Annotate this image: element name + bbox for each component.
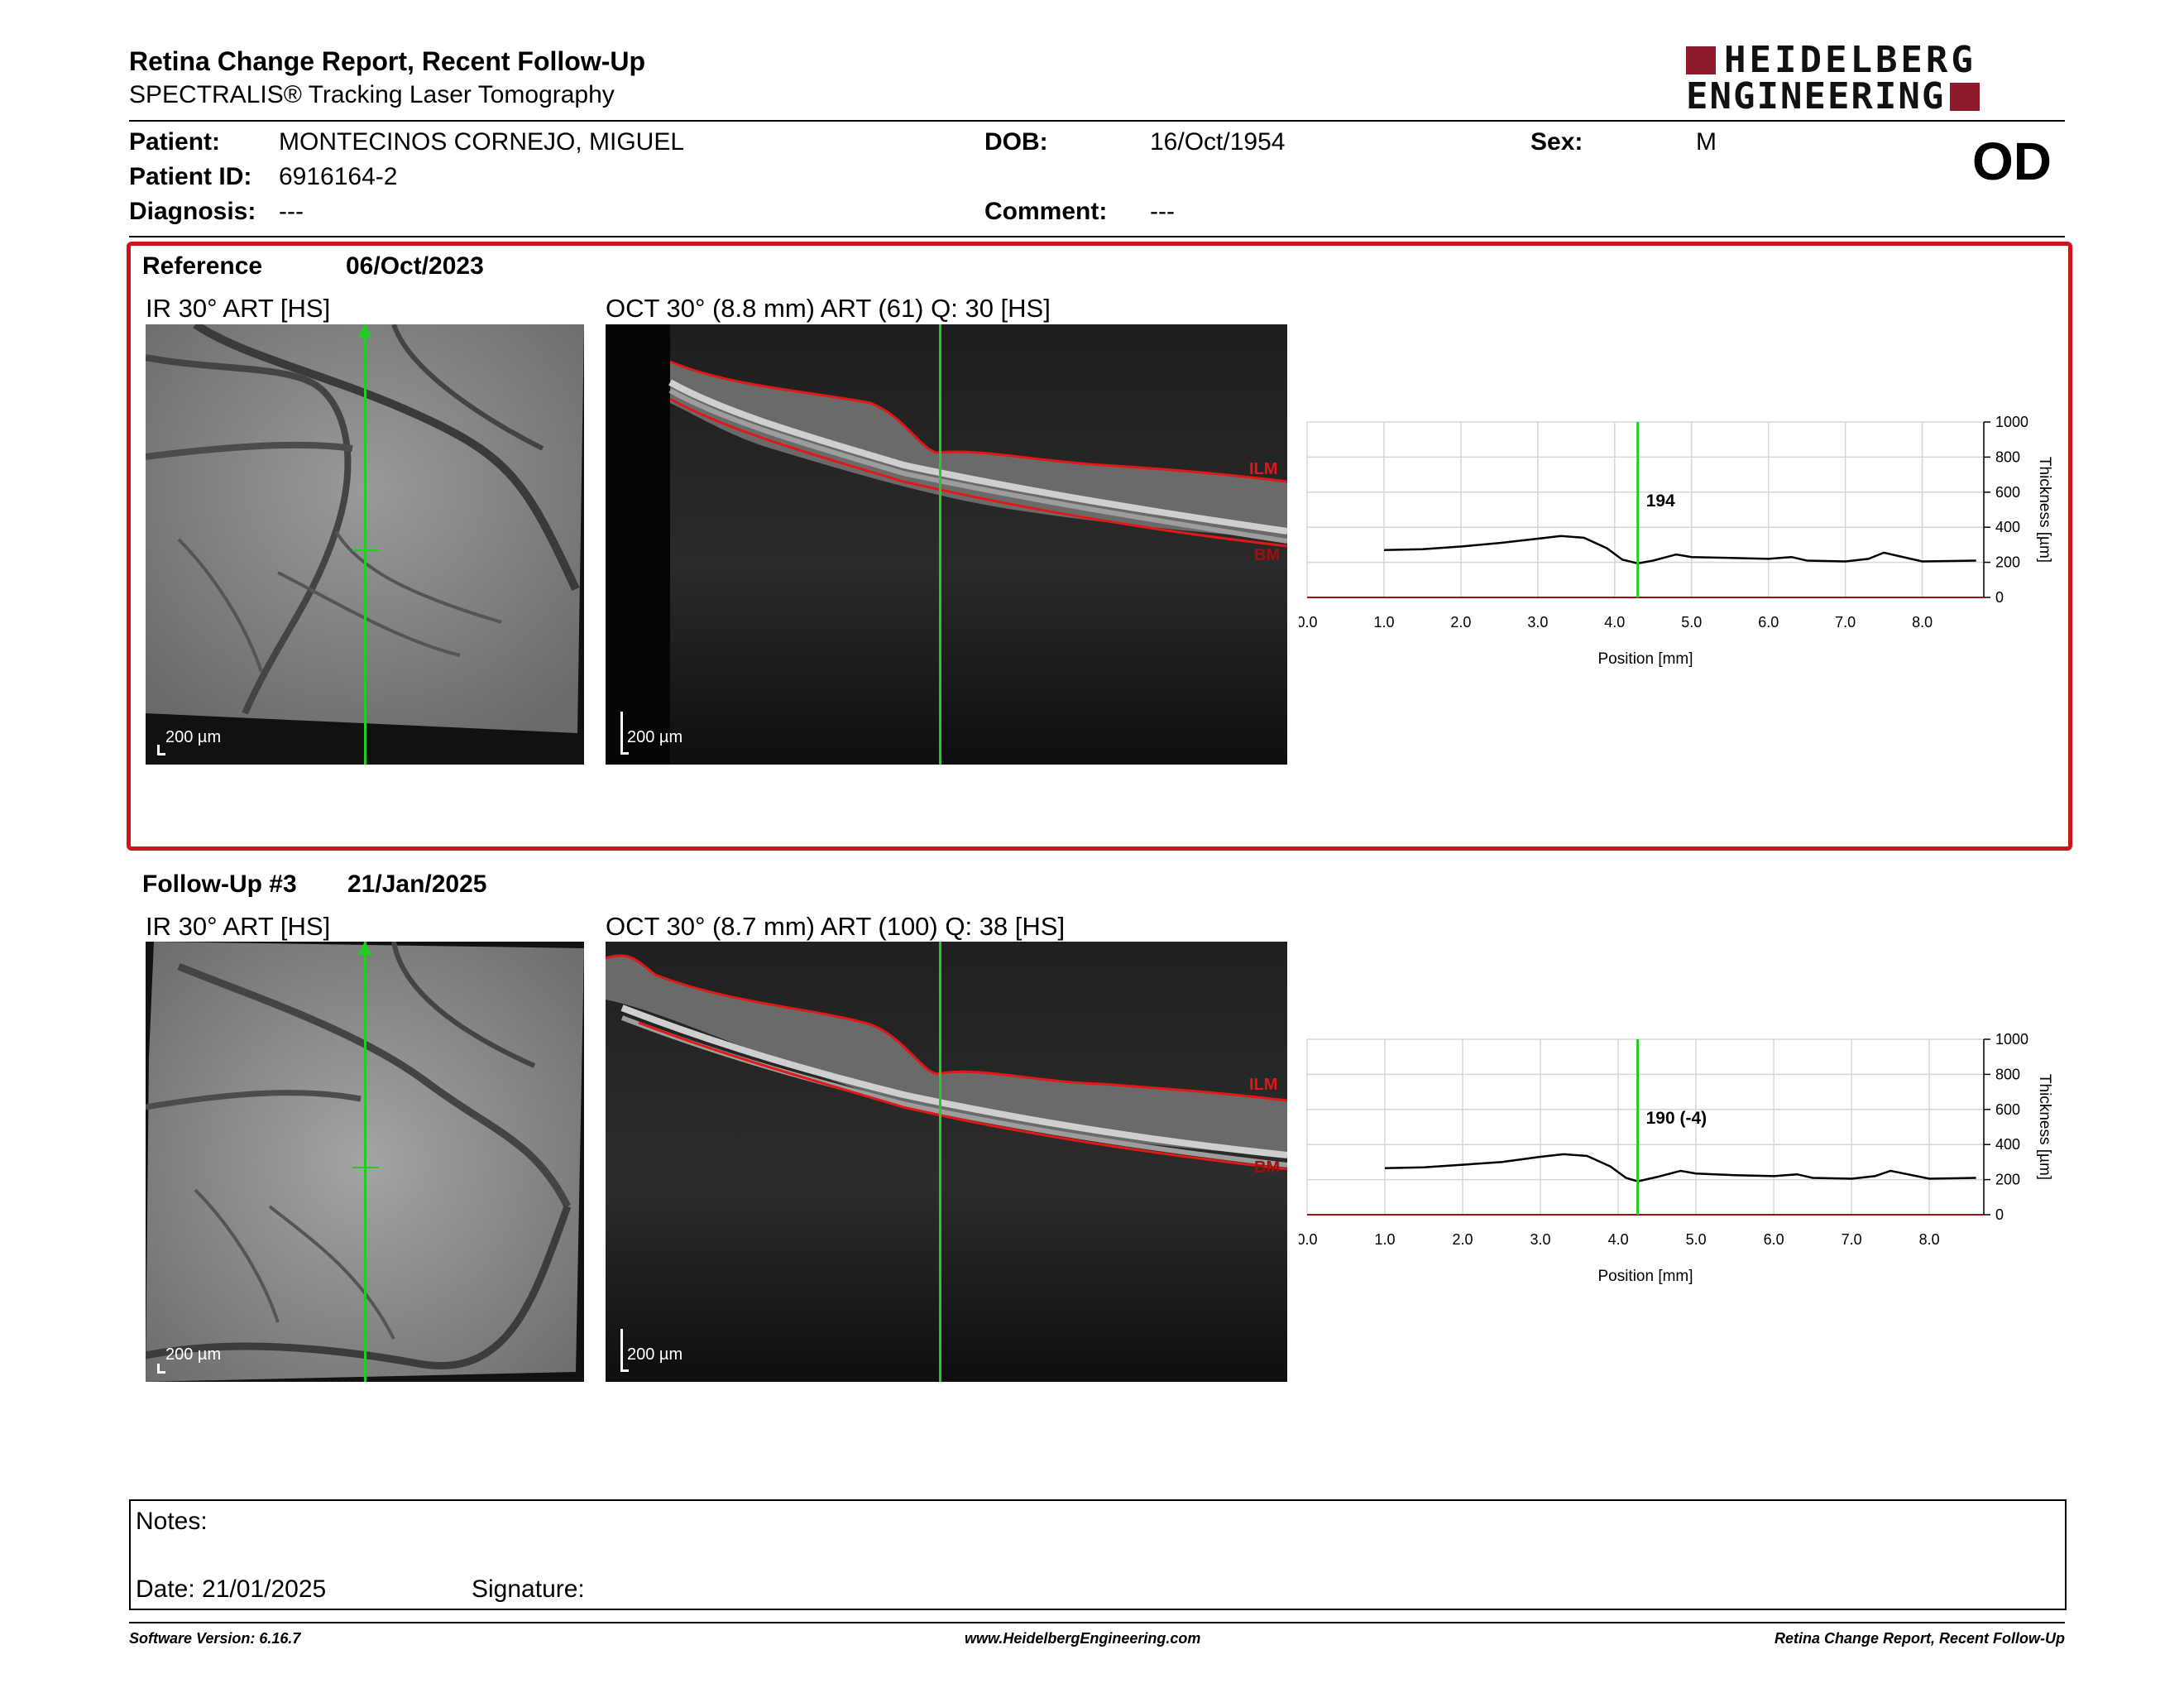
y-tick-label: 200 [1995, 554, 2020, 571]
x-axis-title: Position [mm] [1597, 1268, 1693, 1285]
reference-oct-image[interactable]: ILM BM 200 µm [606, 324, 1287, 765]
cursor-value-label: 194 [1646, 492, 1675, 511]
x-tick-label: 2.0 [1453, 1231, 1473, 1248]
patient-name: MONTECINOS CORNEJO, MIGUEL [279, 128, 685, 156]
y-tick-label: 600 [1995, 484, 2020, 501]
footer-version: Software Version: 6.16.7 [129, 1630, 301, 1647]
report-subtitle: SPECTRALIS® Tracking Laser Tomography [129, 81, 615, 108]
y-tick-label: 600 [1995, 1101, 2020, 1118]
x-tick-label: 4.0 [1604, 614, 1625, 631]
x-tick-label: 3.0 [1530, 1231, 1551, 1248]
x-tick-label: 1.0 [1375, 1231, 1396, 1248]
reference-oct-scan-line [939, 324, 941, 765]
comment-value: --- [1150, 198, 1175, 225]
x-tick-label: 0.0 [1299, 614, 1318, 631]
dob-label: DOB: [984, 128, 1048, 156]
notes-box[interactable] [129, 1499, 2067, 1610]
y-tick-label: 0 [1995, 589, 2004, 606]
reference-thickness-chart[interactable]: 0.0 1.0 2.0 3.0 4.0 5.0 6.0 7.0 8.0 0 200 400 600 800… [1299, 405, 2085, 679]
patient-id: 6916164-2 [279, 163, 398, 190]
comment-label: Comment: [984, 198, 1108, 225]
x-tick-label: 8.0 [1919, 1231, 1940, 1248]
x-tick-label: 5.0 [1686, 1231, 1707, 1248]
y-tick-label: 200 [1995, 1172, 2020, 1188]
fovea-marker [352, 1167, 379, 1168]
y-tick-label: 400 [1995, 1136, 2020, 1153]
y-axis-title: Thickness [µm] [2036, 457, 2053, 563]
reference-ir-image[interactable]: 200 µm [146, 324, 584, 765]
reference-label: Reference [142, 252, 263, 280]
reference-bm-label: BM [1254, 546, 1281, 564]
followup-oct-image[interactable]: ILM BM 200 µm [606, 942, 1287, 1382]
notes-signature: Signature: [472, 1575, 585, 1603]
notes-label: Notes: [136, 1508, 208, 1535]
x-tick-label: 3.0 [1527, 614, 1548, 631]
followup-ir-image[interactable]: 200 µm [146, 942, 584, 1382]
followup-bm-label: BM [1254, 1158, 1281, 1177]
x-tick-label: 2.0 [1450, 614, 1471, 631]
reference-ir-title: IR 30° ART [HS] [146, 294, 331, 323]
thickness-series-line [1383, 535, 1976, 565]
cursor-value-label: 190 (-4) [1646, 1109, 1707, 1128]
patient-label: Patient: [129, 128, 221, 156]
reference-oct-title: OCT 30° (8.8 mm) ART (61) Q: 30 [HS] [606, 294, 1051, 323]
patient-id-label: Patient ID: [129, 163, 252, 190]
fovea-marker [352, 549, 379, 551]
footer-report-name: Retina Change Report, Recent Follow-Up [1774, 1630, 2065, 1647]
reference-ilm-label: ILM [1249, 460, 1278, 478]
y-tick-label: 800 [1995, 448, 2020, 465]
report-title: Retina Change Report, Recent Follow-Up [129, 46, 646, 76]
y-tick-label: 0 [1995, 1206, 2004, 1223]
arrow-up-icon [357, 324, 372, 338]
followup-thickness-chart[interactable]: 0.0 1.0 2.0 3.0 4.0 5.0 6.0 7.0 8.0 0 200 400 600 800… [1299, 1023, 2085, 1296]
reference-date: 06/Oct/2023 [346, 252, 484, 280]
diagnosis-value: --- [279, 198, 304, 225]
thickness-series-line [1384, 1153, 1976, 1182]
bm-line [669, 397, 1287, 548]
y-tick-label: 1000 [1995, 1031, 2028, 1048]
reference-ir-scale: 200 µm [165, 728, 222, 746]
x-tick-label: 1.0 [1373, 614, 1394, 631]
followup-ir-scale: 200 µm [165, 1345, 222, 1364]
reference-panel [127, 242, 2072, 851]
followup-ir-scan-line [364, 942, 366, 1382]
followup-date: 21/Jan/2025 [347, 870, 487, 898]
diagnosis-label: Diagnosis: [129, 198, 256, 225]
x-tick-label: 7.0 [1835, 614, 1856, 631]
followup-oct-title: OCT 30° (8.7 mm) ART (100) Q: 38 [HS] [606, 912, 1066, 941]
reference-ir-scan-line [364, 324, 366, 765]
arrow-up-icon [357, 942, 372, 955]
x-tick-label: 5.0 [1681, 614, 1702, 631]
y-tick-label: 800 [1995, 1066, 2020, 1082]
x-axis-title: Position [mm] [1597, 650, 1693, 668]
notes-date: Date: 21/01/2025 [136, 1575, 327, 1603]
followup-oct-scan-line [939, 942, 941, 1382]
y-axis-title: Thickness [µm] [2036, 1074, 2053, 1180]
y-tick-label: 1000 [1995, 414, 2028, 430]
dob-value: 16/Oct/1954 [1150, 128, 1286, 156]
followup-ir-title: IR 30° ART [HS] [146, 912, 331, 941]
eye-label: OD [1972, 132, 2052, 191]
sex-label: Sex: [1530, 128, 1583, 156]
followup-oct-scale: 200 µm [627, 1345, 683, 1364]
x-tick-label: 4.0 [1608, 1231, 1629, 1248]
sex-value: M [1696, 128, 1717, 156]
y-tick-label: 400 [1995, 519, 2020, 535]
x-tick-label: 0.0 [1299, 1231, 1318, 1248]
reference-oct-scale: 200 µm [627, 728, 683, 746]
footer-website[interactable]: www.HeidelbergEngineering.com [965, 1630, 1201, 1647]
followup-label: Follow-Up #3 [142, 870, 297, 898]
x-tick-label: 6.0 [1764, 1231, 1784, 1248]
x-tick-label: 7.0 [1842, 1231, 1862, 1248]
followup-ilm-label: ILM [1249, 1076, 1278, 1094]
x-tick-label: 6.0 [1758, 614, 1779, 631]
x-tick-label: 8.0 [1912, 614, 1933, 631]
